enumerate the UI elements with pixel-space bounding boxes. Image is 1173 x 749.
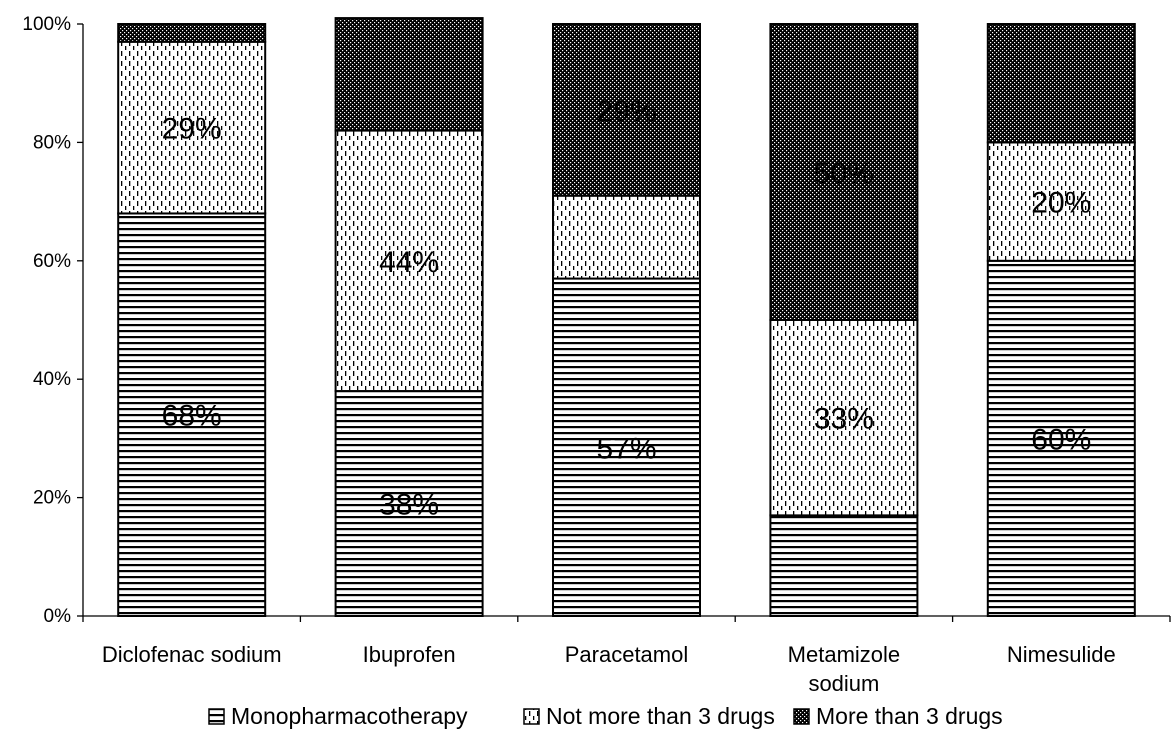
legend-label: Not more than 3 drugs — [546, 703, 775, 729]
legend-swatch — [208, 708, 225, 725]
legend-item: More than 3 drugs — [793, 703, 1003, 729]
legend-label: More than 3 drugs — [816, 703, 1003, 729]
bar-value-label: 50% — [814, 157, 874, 190]
x-category-label: Nimesulide — [1007, 642, 1116, 667]
x-category-label: Metamizole sodium — [788, 642, 900, 696]
y-tick-label: 20% — [33, 488, 71, 509]
x-category-label: Paracetamol — [565, 642, 689, 667]
bar-value-label: 44% — [379, 246, 439, 279]
data-labels: 68% 29% 38% 44% 57% 29% 33% 50% 60% 20% — [162, 95, 1092, 522]
legend-item: Monopharmacotherapy — [208, 703, 468, 729]
axes: 0% 20% 40% 60% 80% 100% Diclofenac sodium Ibupr… — [22, 14, 1171, 696]
bar-value-label: 57% — [596, 432, 656, 465]
bar-segment — [552, 194, 701, 280]
bar-segment — [117, 40, 267, 215]
bar-value-label: 33% — [814, 403, 874, 436]
bar-value-label: 38% — [379, 489, 439, 522]
bar-segment — [334, 390, 484, 618]
y-tick-label: 0% — [44, 606, 72, 627]
bar-segment — [769, 319, 919, 517]
legend-label: Monopharmacotherapy — [231, 703, 468, 729]
y-tick-label: 60% — [33, 251, 71, 272]
bar-value-label: 60% — [1031, 423, 1091, 456]
bar-value-label: 20% — [1031, 187, 1091, 220]
bar-segment — [986, 23, 1136, 144]
bar-segment — [117, 23, 267, 43]
x-category-label: Diclofenac sodium — [102, 642, 282, 667]
bar-segment — [334, 129, 484, 393]
bar-segment — [986, 141, 1136, 262]
bar-segment — [769, 23, 919, 321]
legend-swatch — [523, 708, 540, 725]
bar-segment — [334, 17, 484, 132]
bar-segment — [552, 23, 701, 197]
bar-segment — [769, 514, 919, 617]
y-tick-label: 40% — [33, 369, 71, 390]
x-category-label: Ibuprofen — [363, 642, 456, 667]
bar-segment — [986, 259, 1136, 617]
bar-segment — [552, 277, 701, 617]
bar-value-label: 29% — [162, 113, 222, 146]
legend-item: Not more than 3 drugs — [523, 703, 775, 729]
y-tick-label: 100% — [22, 14, 71, 35]
bar-value-label: 68% — [162, 400, 222, 433]
y-tick-label: 80% — [33, 132, 71, 153]
bars — [117, 17, 1136, 618]
legend-swatch — [793, 708, 810, 725]
legend: Monopharmacotherapy Not more than 3 drugs… — [208, 703, 1003, 729]
bar-segment — [117, 212, 267, 617]
bar-value-label: 29% — [596, 95, 656, 128]
